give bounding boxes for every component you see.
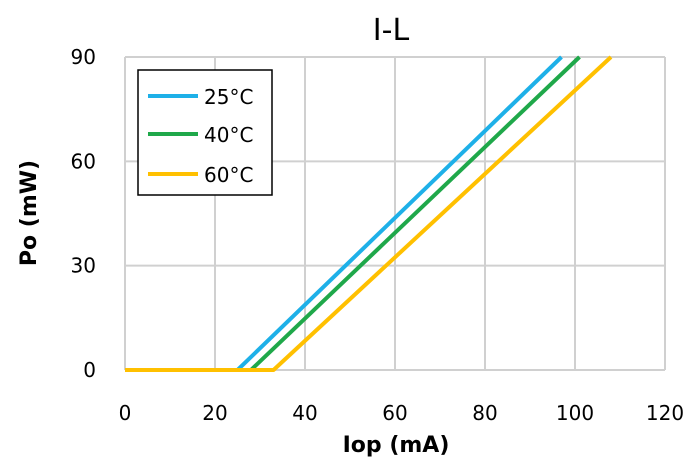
series-layer [125, 55, 613, 372]
series-line-2 [125, 55, 613, 372]
legend-label-25c: 25°C [204, 85, 253, 109]
x-tick-label-1: 20 [202, 401, 227, 425]
y-tick-label-1: 30 [71, 254, 96, 278]
y-tick-label-3: 90 [71, 45, 96, 69]
x-tick-label-3: 60 [382, 401, 407, 425]
legend-label-40c: 40°C [204, 123, 253, 147]
x-tick-label-2: 40 [292, 401, 317, 425]
tick-layer: 0 20 40 60 80 100 120 0 30 60 90 [71, 45, 685, 425]
x-axis-label: Iop (mA) [343, 433, 450, 458]
y-tick-label-2: 60 [71, 149, 96, 173]
y-axis-label: Po (mW) [17, 160, 42, 266]
x-tick-label-6: 120 [646, 401, 684, 425]
x-tick-label-4: 80 [472, 401, 497, 425]
legend: 25°C 40°C 60°C [137, 69, 273, 196]
x-tick-label-0: 0 [119, 401, 132, 425]
chart-title: I-L [373, 13, 410, 48]
y-tick-label-0: 0 [83, 358, 96, 382]
legend-label-60c: 60°C [204, 163, 253, 187]
x-tick-label-5: 100 [556, 401, 594, 425]
